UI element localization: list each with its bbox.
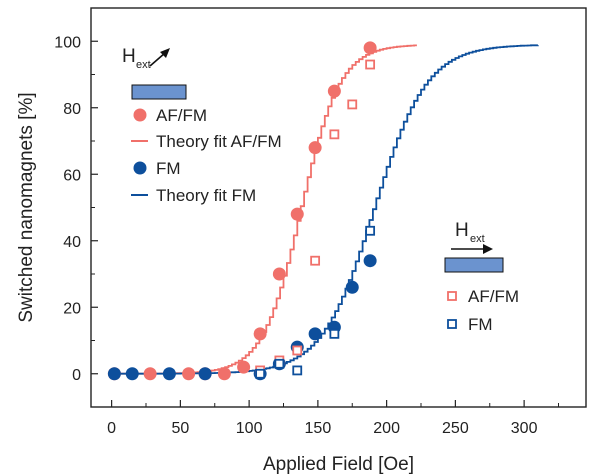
data-point-square: [275, 360, 283, 368]
data-point-circle: [291, 208, 304, 221]
x-tick-label: 0: [107, 420, 116, 437]
legend2-label-fm: FM: [468, 315, 493, 334]
legend2-label-af-fm: AF/FM: [468, 287, 519, 306]
y-tick-label: 60: [63, 167, 81, 184]
data-point-square: [293, 366, 301, 374]
data-point-square: [348, 100, 356, 108]
legend1-label-fit-fm: Theory fit FM: [156, 186, 256, 205]
data-point-circle: [364, 254, 377, 267]
data-point-square: [293, 346, 301, 354]
y-tick-label: 100: [54, 34, 81, 51]
data-point-circle: [309, 327, 322, 340]
y-tick-label: 0: [72, 367, 81, 384]
x-tick-label: 50: [171, 420, 189, 437]
data-point-square: [330, 130, 338, 138]
legend2-hext-sub: ext: [470, 233, 485, 245]
legend2-arrow-head: [483, 244, 493, 254]
data-point-circle: [273, 268, 286, 281]
data-point-square: [366, 61, 374, 69]
y-axis-title: Switched nanomagnets [%]: [16, 92, 37, 322]
data-point-circle: [254, 327, 267, 340]
data-point-circle: [346, 281, 359, 294]
data-point-circle: [182, 367, 195, 380]
legend2-marker-fm: [448, 320, 456, 328]
legend1-hext-label: H: [122, 46, 136, 67]
legend2-marker-af-fm: [448, 292, 456, 300]
data-point-circle: [364, 41, 377, 54]
legend1-arrow-line: [150, 53, 165, 66]
legend1-marker-af-fm: [134, 109, 147, 122]
x-tick-label: 100: [236, 420, 263, 437]
data-point-square: [311, 257, 319, 265]
legend1-label-af-fm: AF/FM: [156, 106, 207, 125]
x-tick-label: 250: [442, 420, 469, 437]
data-point-circle: [163, 367, 176, 380]
data-point-square: [256, 370, 264, 378]
legend1-hext-sub: ext: [136, 59, 151, 71]
data-point-circle: [144, 367, 157, 380]
x-tick-label: 300: [511, 420, 538, 437]
data-point-circle: [309, 141, 322, 154]
data-point-circle: [328, 85, 341, 98]
legend1-label-fit-af-fm: Theory fit AF/FM: [156, 132, 282, 151]
legend1-marker-fm: [134, 162, 147, 175]
x-tick-label: 200: [373, 420, 400, 437]
data-point-circle: [108, 367, 121, 380]
legend1-label-fm: FM: [156, 159, 181, 178]
y-tick-label: 20: [63, 300, 81, 317]
y-tick-label: 80: [63, 101, 81, 118]
x-tick-label: 150: [305, 420, 332, 437]
data-point-circle: [126, 367, 139, 380]
data-point-circle: [237, 361, 250, 374]
data-point-square: [366, 227, 374, 235]
y-tick-label: 40: [63, 234, 81, 251]
data-point-square: [330, 330, 338, 338]
x-axis-title: Applied Field [Oe]: [263, 454, 414, 475]
legend2-magnet-bar: [445, 258, 503, 272]
data-point-circle: [199, 367, 212, 380]
plot-frame: [91, 8, 586, 407]
legend1-magnet-bar: [132, 85, 186, 99]
data-point-circle: [218, 367, 231, 380]
legend2-hext-label: H: [455, 220, 469, 241]
